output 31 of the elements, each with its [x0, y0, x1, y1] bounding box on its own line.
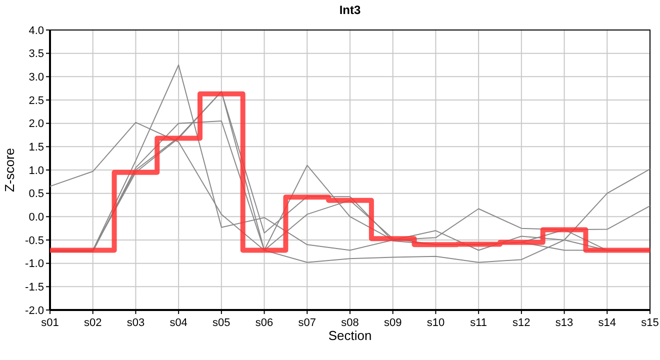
y-tick-label: -1.5 [25, 282, 44, 294]
chart-title: Int3 [339, 3, 361, 17]
y-axis-title: Z-score [2, 148, 17, 192]
y-tick-label: 0.0 [28, 212, 44, 224]
x-tick-label: s07 [298, 317, 316, 329]
x-tick-label: s02 [84, 317, 102, 329]
x-tick-label: s01 [41, 317, 59, 329]
y-tick-label: -1.0 [25, 258, 44, 270]
x-tick-label: s11 [470, 317, 488, 329]
y-tick-label: -2.0 [25, 304, 44, 317]
y-tick-label: 0.5 [28, 188, 44, 200]
y-tick-label: 3.5 [28, 48, 44, 60]
y-tick-label: 1.0 [28, 164, 44, 177]
x-tick-label: s14 [598, 317, 616, 329]
x-tick-label: s04 [170, 317, 188, 329]
x-tick-label: s13 [555, 317, 574, 329]
x-axis-title: Section [328, 328, 372, 343]
y-tick-label: 3.0 [28, 72, 44, 84]
x-tick-label: s10 [426, 317, 445, 329]
x-tick-label: s15 [641, 317, 659, 329]
x-tick-label: s08 [341, 317, 359, 329]
x-tick-label: s05 [212, 317, 230, 329]
y-tick-label: 1.5 [28, 142, 44, 154]
y-tick-label: 2.0 [28, 118, 44, 130]
y-tick-label: 4.0 [28, 24, 44, 37]
x-tick-label: s09 [384, 317, 402, 329]
x-tick-label: s12 [512, 317, 530, 329]
x-tick-label: s03 [126, 317, 145, 329]
y-tick-label: -0.5 [25, 234, 44, 247]
x-tick-label: s06 [255, 317, 274, 329]
y-tick-label: 2.5 [28, 94, 44, 107]
